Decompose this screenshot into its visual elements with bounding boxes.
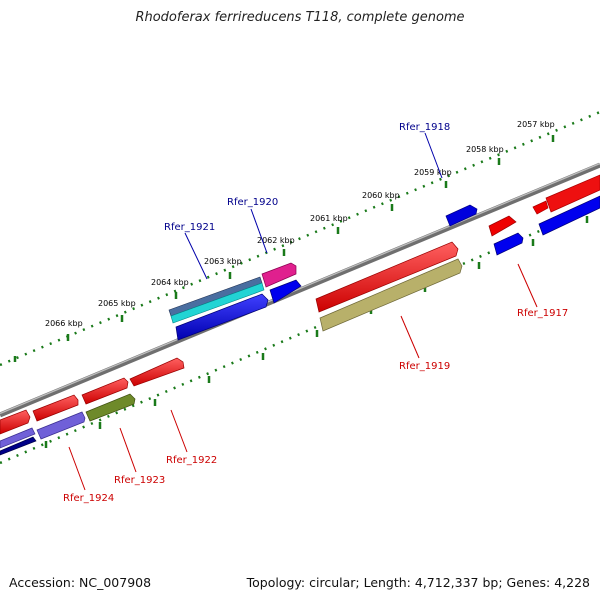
gene-label-rfer-1918[interactable]: Rfer_1918 [399,122,450,133]
gene-rfer-1922[interactable] [129,357,185,387]
gene-label-rfer-1922[interactable]: Rfer_1922 [166,455,217,466]
gene-rfer-1924-violet[interactable] [36,411,86,440]
gene-forward-red-edge[interactable] [545,174,600,213]
gene-rfer-1918[interactable] [445,204,478,227]
gene-rfer-1919-red[interactable] [315,241,459,313]
gene-left-red-edge[interactable] [0,409,31,435]
kbp-label-2063: 2063 kbp [204,257,242,266]
kbp-label-2065: 2065 kbp [98,299,136,308]
kbp-labels: 2057 kbp 2058 kbp 2059 kbp 2060 kbp 2061… [45,120,555,328]
accession-text: Accession: NC_007908 [9,575,152,590]
gene-label-rfer-1923[interactable]: Rfer_1923 [114,475,165,486]
kbp-label-2061: 2061 kbp [310,214,348,223]
kbp-label-2062: 2062 kbp [257,236,295,245]
gene-labels-reverse: Rfer_1917 Rfer_1919 Rfer_1922 Rfer_1923 … [63,308,568,504]
gene-label-rfer-1921[interactable]: Rfer_1921 [164,222,215,233]
gene-rfer-1924-red[interactable] [32,394,79,422]
gene-rfer-1917-blue[interactable] [493,232,524,256]
gene-reverse-blue-edge[interactable] [538,195,600,236]
scale-line-top [0,110,600,367]
gene-rfer-1920[interactable] [261,262,297,288]
major-ticks-top [13,135,555,362]
gene-label-rfer-1919[interactable]: Rfer_1919 [399,361,450,372]
kbp-label-2064: 2064 kbp [151,278,189,287]
leader-lines-forward [184,132,443,280]
gene-rfer-1919-olive[interactable] [319,258,463,332]
gene-rfer-1923-olive[interactable] [85,393,136,422]
kbp-label-2057: 2057 kbp [517,120,555,129]
gene-reverse-blue-small[interactable] [269,279,302,304]
kbp-label-2058: 2058 kbp [466,145,504,154]
gene-rfer-1921-cyan[interactable] [170,282,265,324]
leader-lines-reverse [68,263,538,491]
gene-label-rfer-1917[interactable]: Rfer_1917 [517,308,568,319]
forward-genes [168,174,600,324]
kbp-label-2059: 2059 kbp [414,168,452,177]
kbp-label-2066: 2066 kbp [45,319,83,328]
topology-text: Topology: circular; Length: 4,712,337 bp… [246,575,590,590]
scale-line-bottom [0,203,600,465]
genome-backbone-highlight [0,162,600,415]
genome-backbone [0,162,600,418]
gene-label-rfer-1924[interactable]: Rfer_1924 [63,493,114,504]
gene-rfer-1917-red[interactable] [488,215,517,237]
reverse-genes [0,195,600,456]
gene-left-violet-edge[interactable] [0,427,36,449]
kbp-label-2060: 2060 kbp [362,191,400,200]
map-title: Rhodoferax ferrireducens T118, complete … [135,10,465,25]
gene-labels-forward: Rfer_1918 Rfer_1920 Rfer_1921 [164,122,450,233]
gene-rfer-1923-red[interactable] [81,377,129,405]
gene-left-navy-edge[interactable] [0,436,37,456]
gene-forward-red-small[interactable] [532,200,549,215]
gene-reverse-blue-long[interactable] [175,293,269,341]
gene-label-rfer-1920[interactable]: Rfer_1920 [227,197,278,208]
